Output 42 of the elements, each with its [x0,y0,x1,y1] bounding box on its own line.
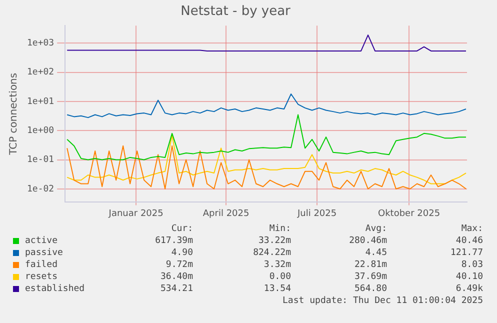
text: 13.54 [264,284,291,294]
x-tick-label: Januar 2025 [108,208,164,219]
text: 280.46m [349,236,387,246]
y-tick-label: 1e-01 [27,155,54,166]
y-axis-title: TCP connections [8,72,20,156]
x-tick-label: Oktober 2025 [378,208,440,219]
text: 40.10 [456,272,483,282]
text: Min: [269,224,291,234]
text: Avg: [365,224,387,234]
y-tick-label: 1e+01 [27,96,54,107]
text: 6.49k [456,284,483,294]
legend-label: active [25,236,58,246]
legend-label: failed [25,260,58,270]
text: 36.40m [160,272,193,282]
text: Cur: [171,224,193,234]
y-tick-label: 1e+03 [27,38,54,48]
text: 4.90 [171,248,193,258]
text: 617.39m [155,236,193,246]
legend-label: resets [25,272,58,282]
text: 3.32m [264,260,291,270]
text: 22.81m [354,260,387,270]
legend-label: established [25,284,85,294]
x-tick-label: Juli 2025 [296,208,337,219]
text: 534.21 [160,284,193,294]
y-tick-label: 1e-02 [27,184,54,194]
x-tick-label: April 2025 [202,208,250,219]
text: 9.72m [166,260,193,270]
text: 564.80 [354,284,387,294]
text: 4.45 [365,248,387,258]
text: 824.22m [253,248,291,258]
legend-label: passive [25,248,63,258]
text: 33.22m [258,236,291,246]
chart-title: Netstat - by year [180,4,292,20]
y-tick-label: 1e+00 [27,126,54,136]
text: 8.03 [461,260,483,270]
text: Last update: Thu Dec 11 01:00:04 2025 [282,296,483,306]
text: 40.46 [456,236,483,246]
text: 121.77 [450,248,483,258]
text: Max: [461,224,483,234]
y-tick-label: 1e+02 [27,68,54,78]
text: 0.00 [269,272,291,282]
text: 37.69m [354,272,387,282]
